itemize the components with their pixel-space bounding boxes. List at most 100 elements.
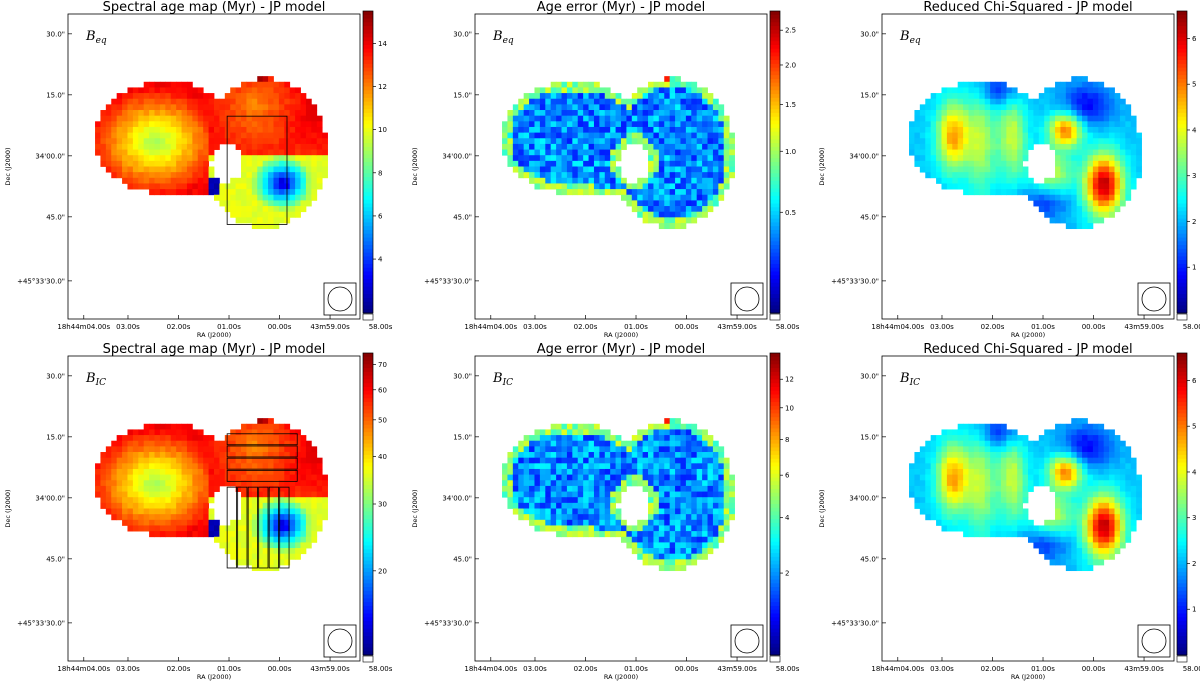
x-axis-label: RA (J2000) (604, 673, 638, 681)
colorbar-frame (769, 352, 781, 656)
colorbar-tick-label: 2 (1192, 560, 1196, 568)
colorbar-extension (769, 313, 781, 321)
colorbar-tick-label: 3 (1192, 172, 1196, 180)
dec-tick-label: +45°33'30.0" (17, 619, 65, 627)
colorbar-tick-label: 2.5 (785, 27, 796, 35)
colorbar-tick-label: 12 (378, 83, 387, 91)
dec-tick-label: 15.0" (860, 91, 879, 99)
panel-2-2: Age error (Myr) - JP model BIC 30.0" 15.0" 3… (411, 342, 800, 681)
field-label: BIC (492, 371, 513, 388)
y-axis-label: Dec (J2000) (4, 489, 12, 527)
colorbar-tick-label: 70 (378, 361, 387, 369)
y-axis-label: Dec (J2000) (818, 147, 826, 185)
dec-tick-label: 15.0" (860, 433, 879, 441)
plot-frame (474, 13, 768, 320)
colorbar-frame (1176, 10, 1188, 314)
ra-tick-label: 03.00s (930, 323, 954, 331)
dec-tick-label: 34'00.0" (442, 494, 472, 502)
heatmap (95, 418, 328, 572)
ra-tick-label: 01.00s (1031, 323, 1055, 331)
ra-tick-label: 02.00s (574, 665, 598, 673)
beam-ellipse (1141, 286, 1167, 312)
ra-tick-label: 43m59.00s (717, 665, 757, 673)
dec-tick-label: 45.0" (453, 213, 472, 221)
ra-tick-label: 03.00s (523, 323, 547, 331)
ra-tick-label: 00.00s (268, 323, 292, 331)
ra-tick-label: 00.00s (1082, 323, 1106, 331)
ra-tick-label: 03.00s (523, 665, 547, 673)
field-symbol: B (492, 371, 503, 386)
colorbar: 20 30 40 50 60 70 (362, 352, 387, 663)
colorbar-tick-label: 6 (1192, 377, 1197, 385)
colorbar-tick-label: 30 (378, 501, 387, 509)
colorbar-tick-label: 1 (1192, 264, 1196, 272)
field-symbol: B (85, 29, 96, 44)
region-strip (226, 433, 298, 446)
ra-tick-label: 58.00s (369, 665, 393, 673)
ra-tick-label: 02.00s (167, 665, 191, 673)
ra-tick-label: 18h44m04.00s (464, 323, 517, 331)
panel-title: Spectral age map (Myr) - JP model (103, 342, 326, 357)
field-subscript: IC (502, 378, 514, 388)
dec-tick-label: 15.0" (453, 91, 472, 99)
dec-tick-label: 34'00.0" (849, 494, 879, 502)
colorbar-tick-label: 1 (1192, 606, 1196, 614)
dec-tick-label: +45°33'30.0" (17, 277, 65, 285)
dec-tick-label: 45.0" (453, 555, 472, 563)
beam-ellipse (327, 628, 353, 654)
beam-box (730, 624, 764, 658)
colorbar-tick-label: 10 (785, 404, 794, 412)
colorbar-tick-label: 50 (378, 416, 387, 424)
ra-tick-label: 18h44m04.00s (464, 665, 517, 673)
panel-title: Age error (Myr) - JP model (537, 0, 706, 15)
colorbar: 1 2 3 4 5 6 (1176, 10, 1197, 321)
beam-ellipse (327, 286, 353, 312)
ra-tick-label: 02.00s (981, 323, 1005, 331)
colorbar-tick-label: 60 (378, 386, 387, 394)
beam-box (1137, 624, 1171, 658)
ra-tick-label: 58.00s (1183, 665, 1200, 673)
field-subscript: IC (95, 378, 107, 388)
ra-tick-label: 01.00s (1031, 665, 1055, 673)
field-label: Beq (492, 29, 514, 46)
region-strip (226, 445, 298, 458)
plot-frame (474, 355, 768, 662)
ra-tick-label: 03.00s (116, 665, 140, 673)
y-axis-label: Dec (J2000) (4, 147, 12, 185)
colorbar-tick-label: 4 (378, 256, 383, 264)
ra-tick-label: 02.00s (167, 323, 191, 331)
dec-tick-label: 45.0" (860, 555, 879, 563)
colorbar-tick-label: 4 (1192, 126, 1197, 134)
plot-frame (67, 355, 361, 662)
colorbar-extension (362, 655, 374, 663)
colorbar-tick-label: 1.5 (785, 101, 796, 109)
panel-title: Reduced Chi-Squared - JP model (923, 342, 1132, 357)
region-column (268, 486, 279, 569)
colorbar: 1 2 3 4 5 6 (1176, 352, 1197, 663)
region-column (279, 486, 290, 569)
colorbar-tick-label: 20 (378, 567, 387, 575)
dec-tick-label: 45.0" (46, 213, 65, 221)
colorbar-tick-label: 4 (1192, 468, 1197, 476)
field-subscript: eq (910, 36, 921, 46)
ra-tick-label: 43m59.00s (310, 665, 350, 673)
colorbar-extension (1176, 655, 1188, 663)
plot-frame (881, 13, 1175, 320)
ra-tick-label: 18h44m04.00s (57, 323, 110, 331)
beam-ellipse (734, 628, 760, 654)
dec-tick-label: 15.0" (453, 433, 472, 441)
field-symbol: B (85, 371, 96, 386)
heatmap (502, 418, 735, 572)
ra-tick-label: 43m59.00s (310, 323, 350, 331)
dec-tick-label: 34'00.0" (35, 494, 65, 502)
colorbar: 4 6 8 10 12 14 (362, 10, 387, 321)
panel-2-1: Spectral age map (Myr) - JP model BIC 30.0… (4, 342, 393, 681)
ra-tick-label: 03.00s (930, 665, 954, 673)
dec-tick-label: 30.0" (453, 30, 472, 38)
colorbar-tick-label: 5 (1192, 423, 1196, 431)
ra-tick-label: 43m59.00s (1124, 665, 1164, 673)
ra-tick-label: 01.00s (217, 665, 241, 673)
colorbar-tick-label: 2.0 (785, 61, 796, 69)
colorbar-tick-label: 40 (378, 453, 387, 461)
y-axis-label: Dec (J2000) (411, 489, 419, 527)
